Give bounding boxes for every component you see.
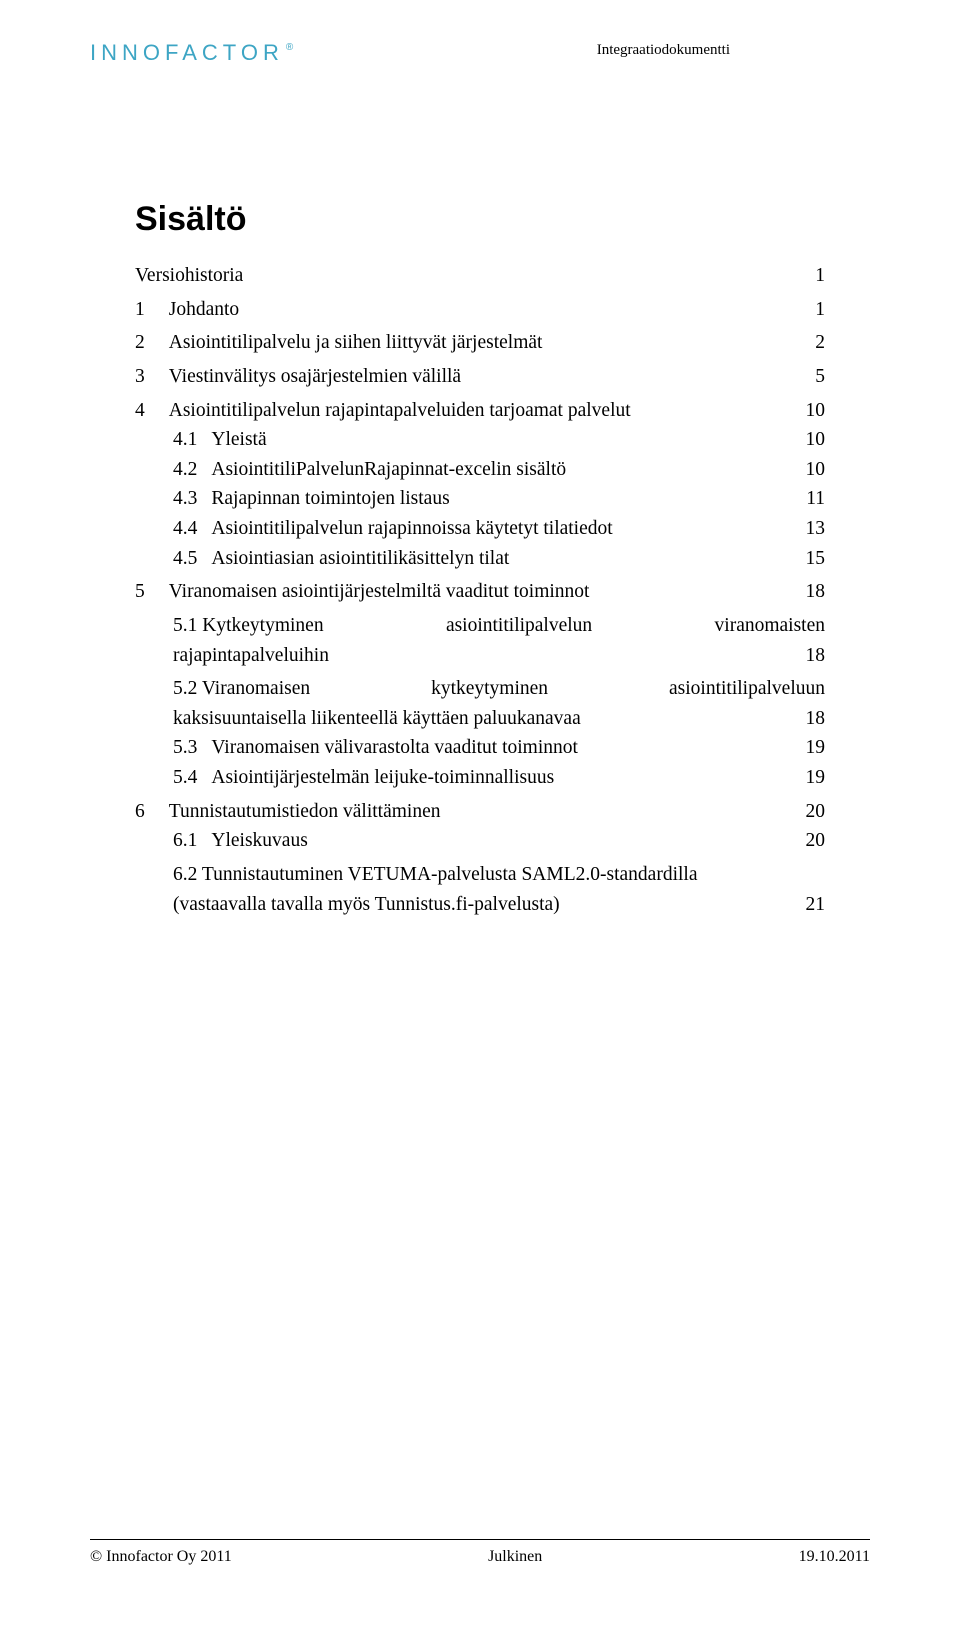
toc-number: 2 — [135, 328, 145, 358]
toc-page-number: 2 — [811, 328, 825, 358]
toc-page-number: 11 — [802, 484, 825, 514]
toc-label: AsiointitiliPalvelunRajapinnat-excelin s… — [211, 455, 566, 485]
toc-page-number: 19 — [802, 763, 826, 793]
content-area: Sisältö Versiohistoria 11Johdanto 12Asio… — [135, 200, 825, 919]
doc-type-label: Integraatiodokumentti — [597, 42, 730, 59]
toc-entry: 5.4 Asiointijärjestelmän leijuke-toiminna… — [135, 763, 825, 793]
toc-number: 5 — [135, 577, 145, 607]
toc-entry-multiline: 5.1 Kytkeytyminenasiointitilipalvelunvir… — [135, 611, 825, 670]
page-footer: © Innofactor Oy 2011 Julkinen 19.10.2011 — [90, 1539, 870, 1566]
toc-page-number: 18 — [802, 704, 826, 734]
toc-label: Viranomaisen asiointijärjestelmiltä vaad… — [169, 577, 590, 607]
toc-entry: 5 Viranomaisen asiointijärjestelmiltä vaa… — [135, 577, 825, 607]
toc-label: Asiointiasian asiointitilikäsittelyn til… — [211, 544, 509, 574]
toc-line: (vastaavalla tavalla myös Tunnistus.fi-p… — [173, 890, 825, 920]
toc-page-number: 13 — [802, 514, 826, 544]
toc-label: Asiointitilipalvelu ja siihen liittyvät … — [169, 328, 543, 358]
toc-entry: 4.1 Yleistä 10 — [135, 425, 825, 455]
toc-entry-multiline: 6.2 Tunnistautuminen VETUMA-palvelusta S… — [135, 860, 825, 919]
toc-number: 6 — [135, 797, 145, 827]
toc-label: Asiointijärjestelmän leijuke-toiminnalli… — [211, 763, 554, 793]
toc-line: 5.1 Kytkeytyminenasiointitilipalvelunvir… — [173, 611, 825, 641]
toc-entry: 4 Asiointitilipalvelun rajapintapalveluid… — [135, 396, 825, 426]
toc-entry: 2 Asiointitilipalvelu ja siihen liittyvät… — [135, 328, 825, 358]
toc-label: Yleistä — [211, 425, 266, 455]
toc-number: 4.4 — [173, 514, 197, 544]
toc-page-number: 19 — [802, 733, 826, 763]
logo-registered: ® — [286, 42, 293, 53]
toc-number: 4.5 — [173, 544, 197, 574]
toc-label: Versiohistoria — [135, 261, 243, 291]
toc-page-number: 5 — [811, 362, 825, 392]
toc-entry: 4.3 Rajapinnan toimintojen listaus 11 — [135, 484, 825, 514]
toc-page-number: 10 — [802, 396, 826, 426]
toc-entry: 1 Johdanto 1 — [135, 295, 825, 325]
toc-entry: 4.4 Asiointitilipalvelun rajapinnoissa kä… — [135, 514, 825, 544]
toc-number: 4.3 — [173, 484, 197, 514]
toc-page-number: 1 — [811, 295, 825, 325]
toc-entry-multiline: 5.2 Viranomaisenkytkeytyminenasiointitil… — [135, 674, 825, 733]
toc-label: Viranomaisen välivarastolta vaaditut toi… — [211, 733, 578, 763]
table-of-contents: Versiohistoria 11Johdanto 12Asiointitili… — [135, 261, 825, 919]
toc-entry: 3 Viestinvälitys osajärjestelmien välillä… — [135, 362, 825, 392]
toc-page-number: 10 — [802, 425, 826, 455]
logo: INNOFACTOR® — [90, 40, 293, 66]
toc-number: 6.1 — [173, 826, 197, 856]
toc-label: Asiointitilipalvelun rajapintapalveluide… — [169, 396, 631, 426]
toc-label: (vastaavalla tavalla myös Tunnistus.fi-p… — [173, 890, 560, 920]
footer-center: Julkinen — [488, 1548, 542, 1566]
toc-line: 5.2 Viranomaisenkytkeytyminenasiointitil… — [173, 674, 825, 704]
toc-page-number: 1 — [811, 261, 825, 291]
page-title: Sisältö — [135, 200, 825, 239]
toc-page-number: 18 — [802, 641, 826, 671]
toc-entry: 4.5 Asiointiasian asiointitilikäsittelyn … — [135, 544, 825, 574]
toc-number: 4.1 — [173, 425, 197, 455]
toc-page-number: 10 — [802, 455, 826, 485]
toc-line: 6.2 Tunnistautuminen VETUMA-palvelusta S… — [173, 860, 825, 890]
toc-line: rajapintapalveluihin 18 — [173, 641, 825, 671]
toc-entry: 6.1 Yleiskuvaus 20 — [135, 826, 825, 856]
toc-label: Johdanto — [169, 295, 239, 325]
toc-page-number: 18 — [802, 577, 826, 607]
logo-text: INNOFACTOR — [90, 40, 284, 65]
toc-label: Asiointitilipalvelun rajapinnoissa käyte… — [211, 514, 612, 544]
toc-entry: 4.2 AsiointitiliPalvelunRajapinnat-exceli… — [135, 455, 825, 485]
toc-number: 4.2 — [173, 455, 197, 485]
toc-number: 4 — [135, 396, 145, 426]
toc-label: Rajapinnan toimintojen listaus — [211, 484, 449, 514]
toc-entry: Versiohistoria 1 — [135, 261, 825, 291]
toc-number: 5.4 — [173, 763, 197, 793]
toc-label: Viestinvälitys osajärjestelmien välillä — [169, 362, 461, 392]
toc-number: 1 — [135, 295, 145, 325]
toc-label: Yleiskuvaus — [211, 826, 307, 856]
footer-left: © Innofactor Oy 2011 — [90, 1548, 232, 1566]
toc-page-number: 21 — [802, 890, 826, 920]
toc-page-number: 15 — [802, 544, 826, 574]
page-header: INNOFACTOR® Integraatiodokumentti — [0, 40, 960, 66]
toc-label: kaksisuuntaisella liikenteellä käyttäen … — [173, 704, 581, 734]
toc-line: kaksisuuntaisella liikenteellä käyttäen … — [173, 704, 825, 734]
toc-entry: 6 Tunnistautumistiedon välittäminen 20 — [135, 797, 825, 827]
toc-number: 3 — [135, 362, 145, 392]
toc-page-number: 20 — [802, 797, 826, 827]
toc-page-number: 20 — [802, 826, 826, 856]
toc-label: Tunnistautumistiedon välittäminen — [169, 797, 441, 827]
footer-right: 19.10.2011 — [799, 1548, 870, 1566]
toc-label: rajapintapalveluihin — [173, 641, 329, 671]
toc-entry: 5.3 Viranomaisen välivarastolta vaaditut … — [135, 733, 825, 763]
toc-number: 5.3 — [173, 733, 197, 763]
